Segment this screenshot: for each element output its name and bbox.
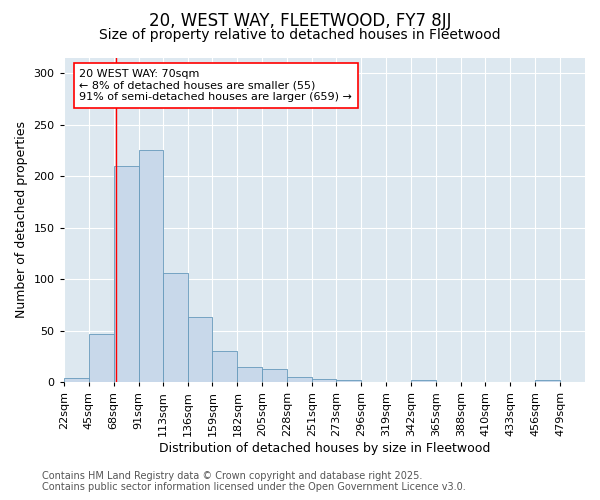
- Bar: [113, 166, 139, 382]
- Bar: [262, 369, 287, 382]
- Bar: [411, 380, 436, 382]
- Bar: [64, 378, 89, 382]
- Text: Size of property relative to detached houses in Fleetwood: Size of property relative to detached ho…: [99, 28, 501, 42]
- Bar: [188, 318, 212, 382]
- X-axis label: Distribution of detached houses by size in Fleetwood: Distribution of detached houses by size …: [158, 442, 490, 455]
- Bar: [163, 273, 188, 382]
- Text: 20, WEST WAY, FLEETWOOD, FY7 8JJ: 20, WEST WAY, FLEETWOOD, FY7 8JJ: [149, 12, 451, 30]
- Bar: [287, 377, 313, 382]
- Bar: [139, 150, 163, 382]
- Text: 20 WEST WAY: 70sqm
← 8% of detached houses are smaller (55)
91% of semi-detached: 20 WEST WAY: 70sqm ← 8% of detached hous…: [79, 69, 352, 102]
- Bar: [89, 334, 113, 382]
- Bar: [535, 380, 560, 382]
- Text: Contains HM Land Registry data © Crown copyright and database right 2025.
Contai: Contains HM Land Registry data © Crown c…: [42, 471, 466, 492]
- Bar: [238, 367, 262, 382]
- Y-axis label: Number of detached properties: Number of detached properties: [15, 122, 28, 318]
- Bar: [212, 352, 238, 382]
- Bar: [337, 380, 361, 382]
- Bar: [313, 379, 337, 382]
